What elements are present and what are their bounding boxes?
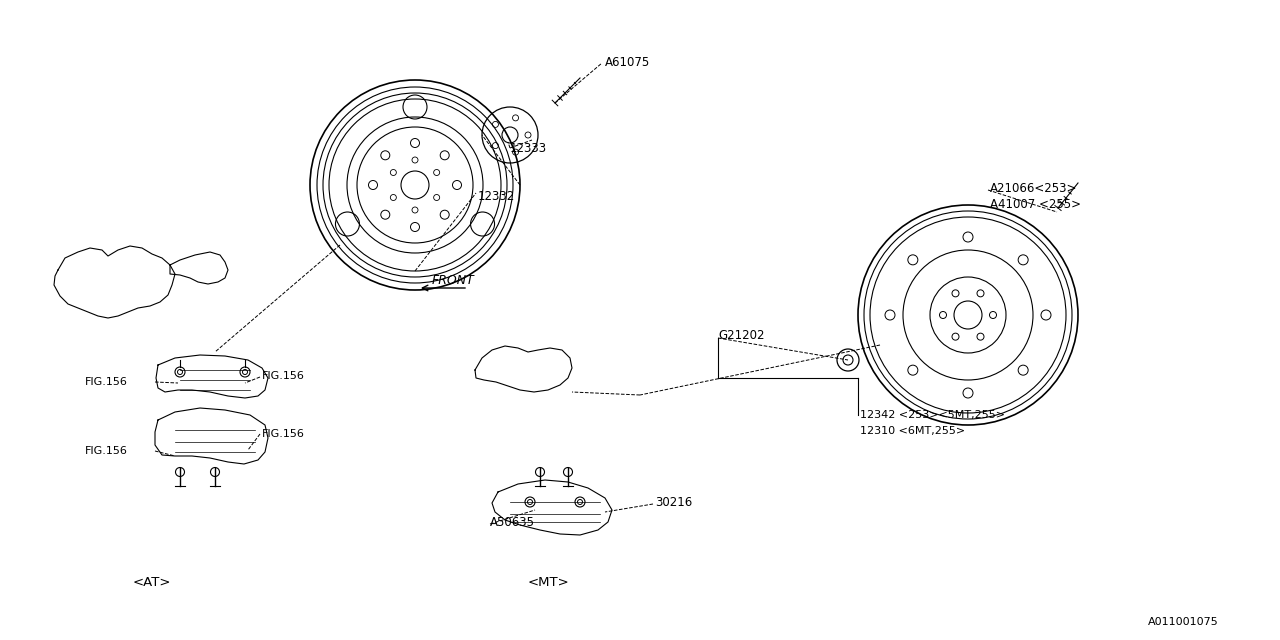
Text: FRONT: FRONT [433, 273, 475, 287]
Text: FIG.156: FIG.156 [262, 371, 305, 381]
Text: 30216: 30216 [655, 497, 692, 509]
Text: FIG.156: FIG.156 [262, 429, 305, 439]
Text: 12332: 12332 [477, 189, 516, 202]
Text: A50635: A50635 [490, 516, 535, 529]
Text: 12342 <253><5MT,255>: 12342 <253><5MT,255> [860, 410, 1005, 420]
Text: 12333: 12333 [509, 141, 547, 154]
Text: G21202: G21202 [718, 328, 764, 342]
Text: 12310 <6MT,255>: 12310 <6MT,255> [860, 426, 965, 436]
Text: FIG.156: FIG.156 [84, 377, 128, 387]
Text: A011001075: A011001075 [1148, 617, 1219, 627]
Text: <MT>: <MT> [527, 575, 568, 589]
Text: <AT>: <AT> [133, 575, 172, 589]
Text: A41007 <255>: A41007 <255> [989, 198, 1082, 211]
Text: FIG.156: FIG.156 [84, 446, 128, 456]
Text: A21066<253>: A21066<253> [989, 182, 1078, 195]
Text: A61075: A61075 [605, 56, 650, 68]
